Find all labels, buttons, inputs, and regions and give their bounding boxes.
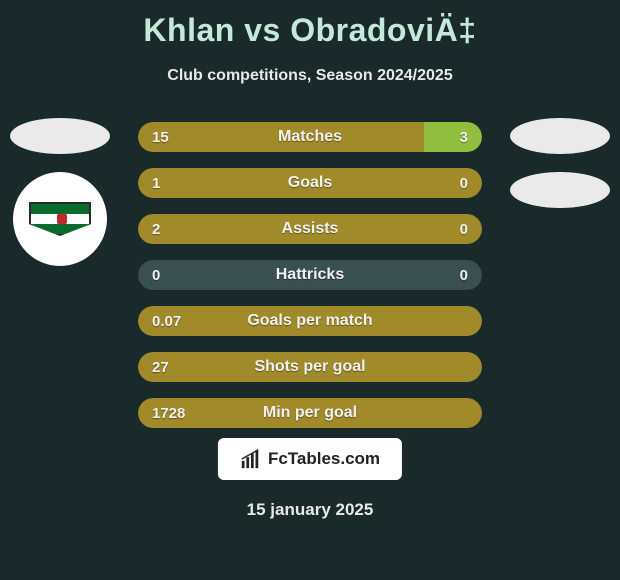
- left-club-badge: [13, 172, 107, 266]
- stat-value-right: 0: [460, 221, 468, 238]
- left-flag-icon: [10, 118, 110, 154]
- footer-text: FcTables.com: [268, 449, 380, 469]
- stat-row-mpg: 1728 Min per goal: [138, 398, 482, 428]
- left-player-badges: [0, 118, 120, 266]
- stat-label: Min per goal: [138, 404, 482, 422]
- stat-row-matches: 15 Matches 3: [138, 122, 482, 152]
- stat-label: Shots per goal: [138, 358, 482, 376]
- stats-container: 15 Matches 3 1 Goals 0 2 Assists 0 0 Hat…: [138, 122, 482, 444]
- left-club-pennant-icon: [29, 202, 91, 236]
- right-player-badges: [500, 118, 620, 226]
- stat-row-spg: 27 Shots per goal: [138, 352, 482, 382]
- subtitle: Club competitions, Season 2024/2025: [0, 67, 620, 85]
- stat-label: Goals: [138, 174, 482, 192]
- page-title: Khlan vs ObradoviÄ‡: [0, 0, 620, 49]
- right-flag-icon: [510, 118, 610, 154]
- stat-label: Hattricks: [138, 266, 482, 284]
- stat-value-right: 3: [460, 129, 468, 146]
- stat-label: Goals per match: [138, 312, 482, 330]
- date-text: 15 january 2025: [0, 500, 620, 520]
- stat-row-goals: 1 Goals 0: [138, 168, 482, 198]
- stat-label: Matches: [138, 128, 482, 146]
- stat-value-right: 0: [460, 267, 468, 284]
- chart-icon: [240, 448, 262, 470]
- stat-row-gpm: 0.07 Goals per match: [138, 306, 482, 336]
- stat-label: Assists: [138, 220, 482, 238]
- stat-row-hattricks: 0 Hattricks 0: [138, 260, 482, 290]
- right-club-oval-icon: [510, 172, 610, 208]
- stat-row-assists: 2 Assists 0: [138, 214, 482, 244]
- stat-value-right: 0: [460, 175, 468, 192]
- footer-badge[interactable]: FcTables.com: [218, 438, 402, 480]
